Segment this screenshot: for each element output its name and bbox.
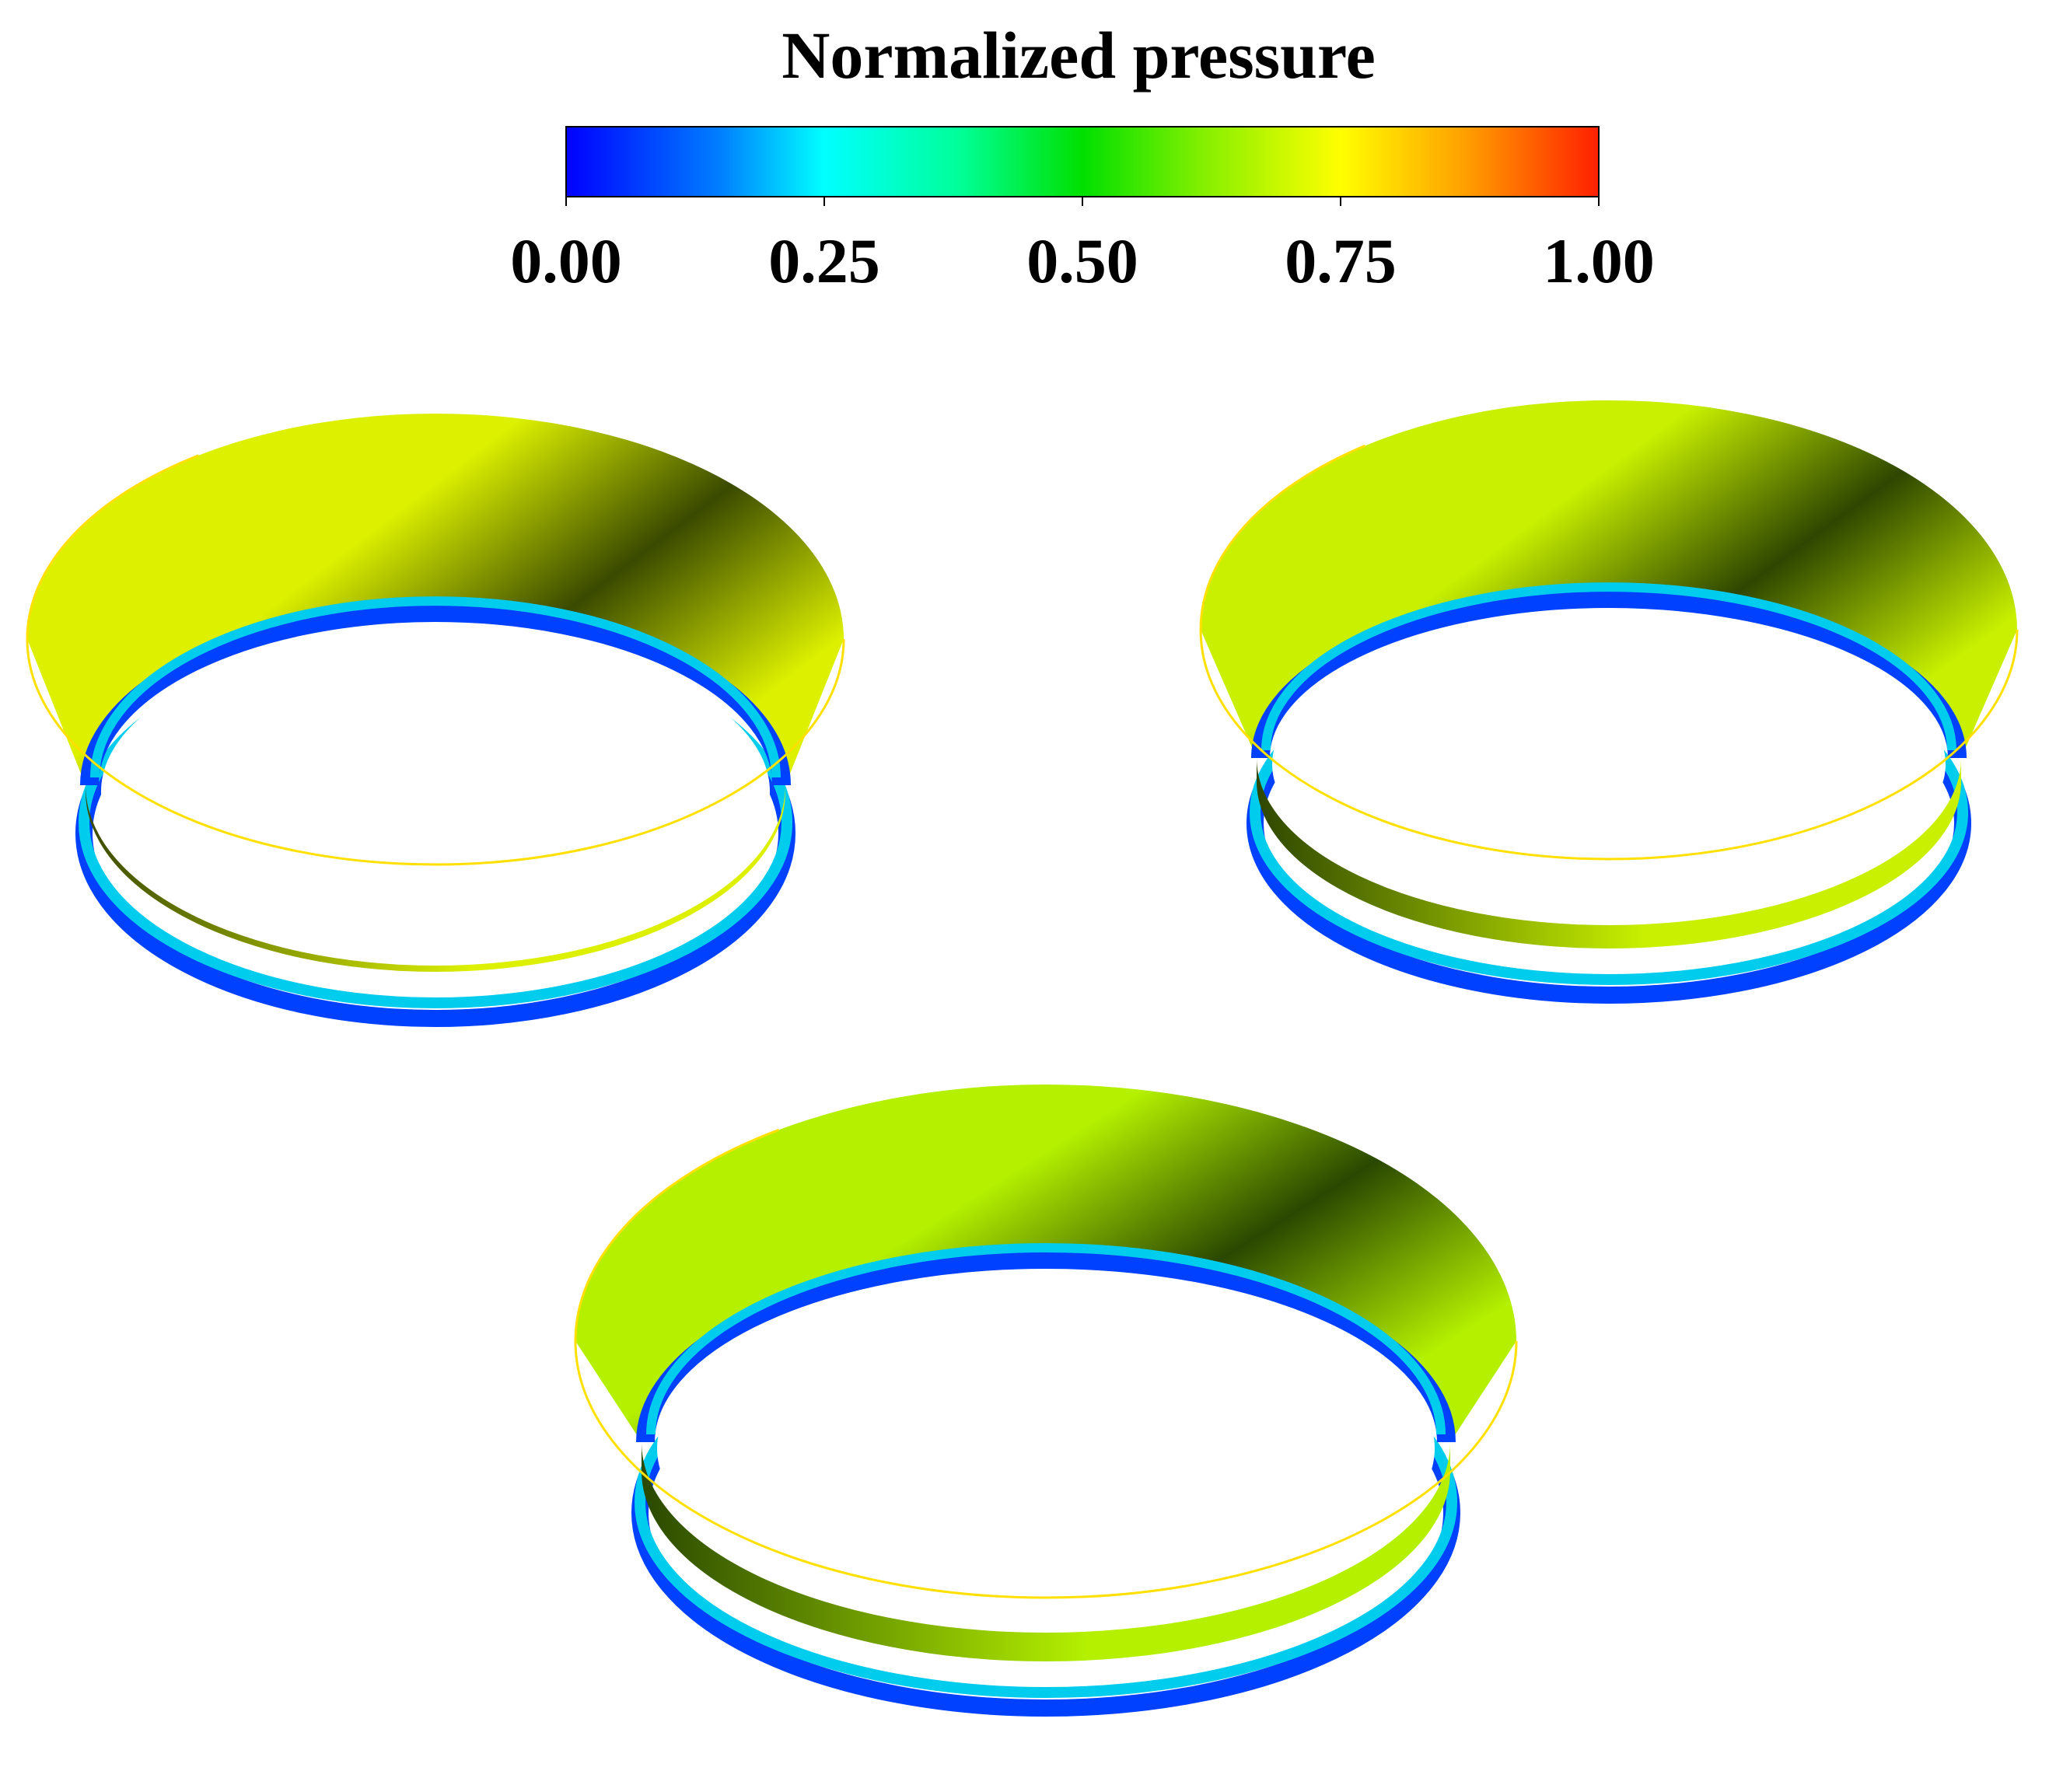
colorbar-legend: Normalized pressure 0.00 0.25 0.50 0.75 1.00 [510,18,1655,296]
colorbar-tick-label: 0.75 [1285,225,1397,296]
top-rim-edge [1199,399,2019,861]
ring-opening [657,1281,1435,1616]
colorbar-ticks: 0.00 0.25 0.50 0.75 1.00 [510,197,1655,296]
ring-plot-upper-right [1199,399,2019,1004]
bowl-inner-surface [575,1085,1516,1442]
colorbar-tick-label: 0.25 [768,225,880,296]
colorbar-tick-label: 0.00 [510,225,622,296]
throat-transition-band [90,596,781,778]
ring-contour-plots [26,399,2019,1717]
colorbar-tick-label: 0.50 [1026,225,1138,296]
ring-opening [101,634,770,948]
top-rim-edge [26,412,845,866]
top-rim-edge [574,1083,1518,1599]
throat-transition-band [1261,582,1956,751]
colorbar-tick-label: 1.00 [1543,225,1655,296]
bowl-inner-surface [1201,400,2017,758]
colorbar-gradient [565,126,1600,197]
throat-transition-band [646,1243,1446,1435]
colorbar-title: Normalized pressure [781,18,1376,93]
ring-opening [1272,620,1946,908]
ring-plot-upper-left [26,412,845,1027]
ring-plot-bottom-center [574,1083,1518,1717]
